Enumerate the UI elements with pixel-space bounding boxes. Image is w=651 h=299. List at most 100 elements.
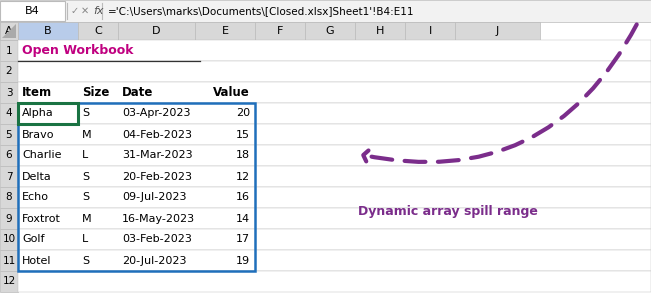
Bar: [405, 22, 455, 40]
Text: 20: 20: [236, 109, 250, 118]
Text: D: D: [152, 26, 161, 36]
Text: 10: 10: [3, 234, 16, 245]
Text: ='C:\Users\marks\Documents\[Closed.xlsx]Sheet1'!B4:E11: ='C:\Users\marks\Documents\[Closed.xlsx]…: [108, 6, 415, 16]
Text: ✓: ✓: [71, 6, 79, 16]
Text: 15: 15: [236, 129, 250, 140]
Bar: [18, 187, 651, 208]
Text: 9: 9: [6, 213, 12, 223]
Bar: [18, 250, 651, 271]
Bar: [18, 229, 651, 250]
Polygon shape: [2, 24, 16, 38]
Text: ✕: ✕: [81, 6, 89, 16]
Text: Charlie: Charlie: [22, 150, 61, 161]
Bar: [0, 22, 18, 40]
Bar: [0, 82, 18, 103]
Bar: [0, 145, 18, 166]
Text: 04-Feb-2023: 04-Feb-2023: [122, 129, 192, 140]
Bar: [0, 208, 18, 229]
Text: 18: 18: [236, 150, 250, 161]
Text: F: F: [277, 26, 283, 36]
Text: 6: 6: [6, 150, 12, 161]
Text: 20-Jul-2023: 20-Jul-2023: [122, 256, 186, 266]
Text: Hotel: Hotel: [22, 256, 51, 266]
Text: Open Workbook: Open Workbook: [22, 44, 133, 57]
Bar: [18, 61, 651, 82]
Bar: [18, 103, 78, 124]
Bar: [0, 22, 18, 40]
Bar: [18, 103, 255, 271]
Text: L: L: [82, 150, 89, 161]
Text: Delta: Delta: [22, 172, 51, 181]
Text: 7: 7: [6, 172, 12, 181]
Bar: [305, 22, 355, 40]
Text: S: S: [82, 109, 89, 118]
Text: 1: 1: [6, 45, 12, 56]
Text: Size: Size: [82, 86, 109, 99]
Text: 03-Apr-2023: 03-Apr-2023: [122, 109, 191, 118]
Text: 12: 12: [3, 277, 16, 286]
Bar: [255, 22, 305, 40]
Text: 4: 4: [6, 109, 12, 118]
Text: 8: 8: [6, 193, 12, 202]
Bar: [455, 22, 540, 40]
Text: B: B: [44, 26, 52, 36]
Text: 16: 16: [236, 193, 250, 202]
Text: 14: 14: [236, 213, 250, 223]
Bar: [0, 250, 18, 271]
Text: G: G: [326, 26, 335, 36]
Bar: [0, 124, 18, 145]
Text: Date: Date: [122, 86, 154, 99]
Bar: [18, 103, 651, 124]
Text: Alpha: Alpha: [22, 109, 54, 118]
Bar: [0, 187, 18, 208]
Bar: [195, 22, 255, 40]
Bar: [0, 1, 65, 21]
Text: L: L: [82, 234, 89, 245]
Bar: [78, 22, 118, 40]
Text: 19: 19: [236, 256, 250, 266]
Text: A: A: [5, 26, 13, 36]
Bar: [0, 229, 18, 250]
Bar: [18, 22, 78, 40]
Bar: [118, 22, 195, 40]
Bar: [0, 166, 18, 187]
Text: Bravo: Bravo: [22, 129, 55, 140]
Text: Item: Item: [22, 86, 52, 99]
Text: I: I: [428, 26, 432, 36]
Bar: [18, 40, 651, 61]
Text: Echo: Echo: [22, 193, 49, 202]
Bar: [18, 208, 651, 229]
Text: 3: 3: [6, 88, 12, 97]
Text: 17: 17: [236, 234, 250, 245]
Bar: [18, 145, 651, 166]
Text: S: S: [82, 256, 89, 266]
Text: Dynamic array spill range: Dynamic array spill range: [358, 205, 538, 219]
Text: E: E: [221, 26, 229, 36]
Text: Foxtrot: Foxtrot: [22, 213, 61, 223]
Bar: [18, 82, 651, 103]
Text: Golf: Golf: [22, 234, 44, 245]
Bar: [0, 61, 18, 82]
Bar: [355, 22, 405, 40]
Bar: [0, 271, 18, 292]
Text: H: H: [376, 26, 384, 36]
Text: Value: Value: [214, 86, 250, 99]
Text: 03-Feb-2023: 03-Feb-2023: [122, 234, 192, 245]
Text: 20-Feb-2023: 20-Feb-2023: [122, 172, 192, 181]
Text: C: C: [94, 26, 102, 36]
Text: 16-May-2023: 16-May-2023: [122, 213, 195, 223]
Bar: [0, 103, 18, 124]
Text: S: S: [82, 193, 89, 202]
Text: fx: fx: [92, 6, 104, 16]
Text: 11: 11: [3, 256, 16, 266]
Bar: [18, 124, 651, 145]
Bar: [0, 40, 18, 61]
Text: S: S: [82, 172, 89, 181]
Text: M: M: [82, 129, 92, 140]
Text: 2: 2: [6, 66, 12, 77]
Text: 12: 12: [236, 172, 250, 181]
Bar: [18, 166, 651, 187]
Text: B4: B4: [25, 6, 40, 16]
Text: J: J: [496, 26, 499, 36]
Text: 09-Jul-2023: 09-Jul-2023: [122, 193, 186, 202]
